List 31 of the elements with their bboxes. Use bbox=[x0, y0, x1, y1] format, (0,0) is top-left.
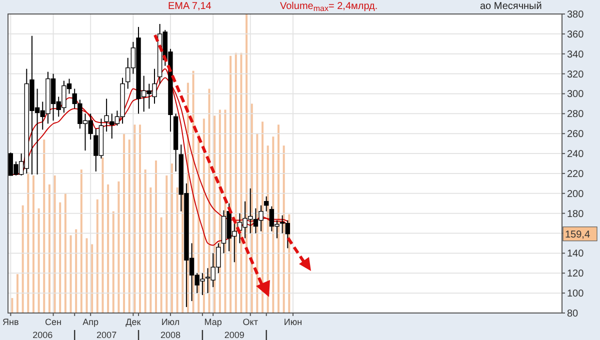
y-tick-label: 280 bbox=[567, 109, 584, 120]
chart-subtitle: ао Месячный bbox=[480, 1, 542, 12]
x2-tick-label: 2009 bbox=[224, 330, 244, 340]
y-tick-label: 240 bbox=[567, 149, 584, 160]
y-tick-label: 180 bbox=[567, 208, 584, 220]
x2-tick-label: 2007 bbox=[96, 330, 117, 340]
x-tick-label: Июл bbox=[161, 317, 180, 327]
x-tick-label: Янв bbox=[2, 317, 19, 327]
x-tick-label: Апр bbox=[82, 317, 99, 327]
y-tick-label: 140 bbox=[567, 248, 584, 260]
y-tick-label: 120 bbox=[567, 268, 584, 280]
text: Volume$_{max}$= 2,4млрд. bbox=[280, 1, 378, 13]
y-tick-label: 340 bbox=[567, 49, 584, 60]
x-tick-label: Дек bbox=[126, 317, 141, 327]
y-tick-label: 100 bbox=[567, 288, 584, 300]
y-tick-label: 380 bbox=[567, 10, 584, 20]
text: EMA 7,14 bbox=[168, 1, 212, 12]
y-tick-label: 200 bbox=[567, 188, 584, 200]
y-tick-label: 260 bbox=[567, 129, 584, 140]
x-tick-label: Июн bbox=[284, 317, 302, 327]
y-tick-label: 300 bbox=[567, 89, 584, 100]
y-tick-label: 80 bbox=[567, 308, 579, 320]
x2-tick-label: 2006 bbox=[32, 330, 53, 340]
y-tick-label: 220 bbox=[567, 168, 584, 180]
y-tick-label: 320 bbox=[567, 69, 584, 80]
x2-tick-label: 2008 bbox=[160, 330, 180, 340]
x-tick-label: Мар bbox=[204, 317, 222, 327]
text: 159,4 bbox=[565, 229, 590, 240]
x-tick-label: Сен bbox=[45, 317, 62, 327]
x-tick-label: Окт bbox=[242, 317, 258, 327]
y-tick-label: 360 bbox=[567, 29, 584, 40]
